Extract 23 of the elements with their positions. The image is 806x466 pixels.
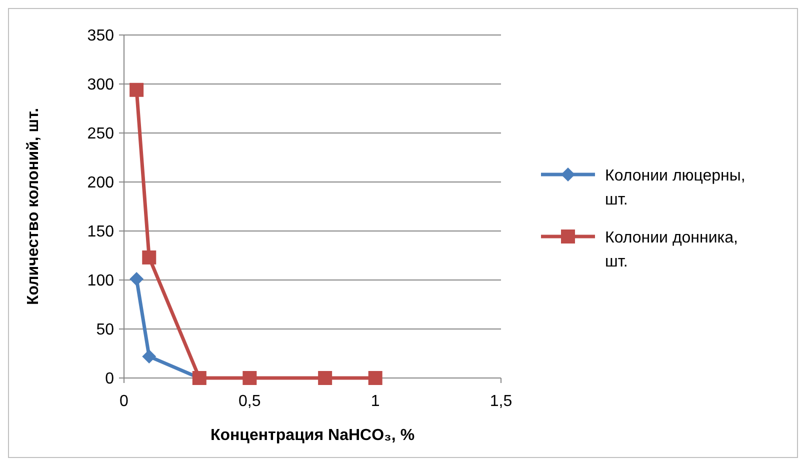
- y-tick-label: 250: [87, 126, 114, 143]
- point: [242, 371, 257, 385]
- point: [130, 82, 144, 97]
- x-tick-label: 1,5: [490, 393, 512, 410]
- legend-label: Колонии донника, шт.: [605, 230, 738, 270]
- legend-label: Колонии люцерны, шт.: [605, 168, 746, 208]
- point: [142, 250, 156, 264]
- y-tick-label: 300: [87, 76, 114, 94]
- y-tick-label: 150: [87, 224, 114, 241]
- y-tick-label: 0: [105, 370, 114, 388]
- y-tick-label: 350: [87, 28, 114, 45]
- y-axis-title: Количество колоний, шт.: [25, 108, 42, 306]
- y-tick-label: 200: [87, 174, 114, 192]
- y-tick-label: 100: [87, 272, 114, 290]
- point: [368, 371, 382, 385]
- point: [142, 349, 156, 364]
- y-tick-label: 50: [96, 322, 114, 339]
- x-tick-label: 0: [120, 393, 129, 410]
- point: [130, 272, 144, 286]
- x-tick-label: 0,5: [238, 393, 261, 410]
- point: [318, 371, 332, 385]
- x-tick-label: 1: [370, 393, 380, 410]
- x-axis-title: Концентрация NaHCO₃, %: [210, 427, 415, 444]
